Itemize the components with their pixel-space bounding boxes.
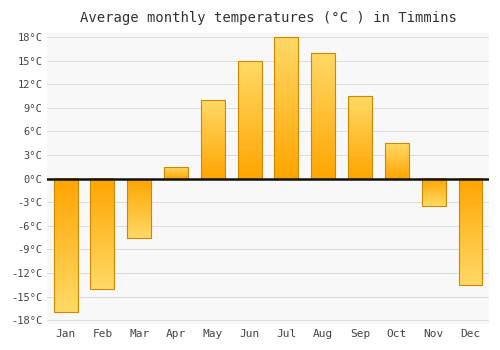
Bar [458, 178, 482, 285]
Bar [274, 37, 298, 178]
Bar [348, 96, 372, 178]
Bar [422, 178, 446, 206]
Bar [312, 53, 335, 178]
Bar [238, 61, 262, 178]
Bar [385, 143, 409, 178]
Bar [90, 178, 114, 289]
Bar [128, 178, 151, 238]
Bar [201, 100, 225, 178]
Bar [164, 167, 188, 178]
Title: Average monthly temperatures (°C ) in Timmins: Average monthly temperatures (°C ) in Ti… [80, 11, 456, 25]
Bar [54, 178, 78, 312]
